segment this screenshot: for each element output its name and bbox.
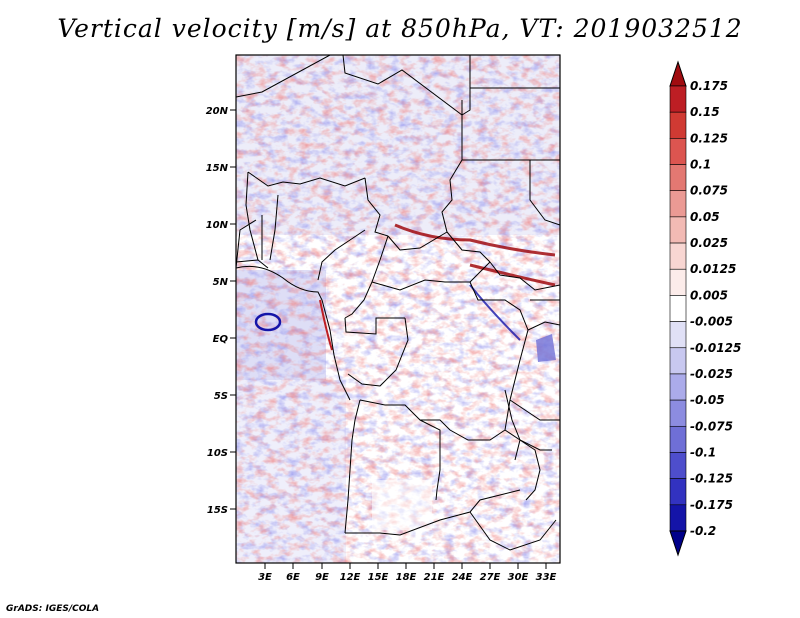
convergence-band-east <box>469 263 556 287</box>
colorbar-segment <box>669 111 687 139</box>
colorbar-segment <box>669 190 687 218</box>
lat-label: 5N <box>213 277 229 288</box>
colorbar-segment <box>669 321 687 349</box>
lon-label: 15E <box>368 572 389 583</box>
map-title: Vertical velocity [m/s] at 850hPa, VT: 2… <box>57 14 743 43</box>
colorbar-level-label: -0.2 <box>690 524 716 538</box>
colorbar-level-label: -0.1 <box>690 445 716 459</box>
colorbar-level-label: 0.175 <box>690 79 728 93</box>
blue-patch-lake <box>536 334 556 362</box>
noise-red-layer <box>236 55 560 563</box>
lon-label: 3E <box>258 572 272 583</box>
colorbar-level-label: 0.05 <box>690 210 720 224</box>
lon-label: 33E <box>536 572 557 583</box>
lon-label: 24E <box>452 572 473 583</box>
map-frame <box>235 54 561 564</box>
colorbar-level-label: 0.005 <box>690 288 728 302</box>
colorbar-segments <box>669 85 687 532</box>
colorbar-level-label: -0.05 <box>690 393 725 407</box>
lat-label: 15S <box>207 505 228 516</box>
colorbar-segment <box>669 478 687 506</box>
footer-credit: GrADS: IGES/COLA <box>6 604 100 614</box>
colorbar-segment <box>669 85 687 113</box>
white-area-south <box>372 480 432 530</box>
colorbar-level-label: 0.0125 <box>690 262 736 276</box>
lat-label: 20N <box>206 106 229 117</box>
colorbar-level-label: -0.075 <box>690 419 733 433</box>
lon-label: 30E <box>508 572 529 583</box>
colorbar-level-label: -0.175 <box>690 498 733 512</box>
country-borders <box>236 55 560 551</box>
colorbar-level-label: -0.0125 <box>690 341 741 355</box>
colorbar-segment <box>669 268 687 296</box>
lon-label: 18E <box>396 572 417 583</box>
colorbar-segment <box>669 216 687 244</box>
colorbar-level-label: -0.125 <box>690 472 733 486</box>
colorbar-segment <box>669 138 687 165</box>
colorbar-level-label: -0.025 <box>690 367 733 381</box>
colorbar-labels: 0.175 0.15 0.125 0.1 0.075 0.05 0.025 0.0125 0.0… <box>690 79 741 538</box>
colorbar-bottom-arrow <box>669 530 687 557</box>
colorbar-segment <box>669 425 687 453</box>
colorbar-segment <box>669 452 687 479</box>
lon-label: 6E <box>286 572 300 583</box>
coastal-red-line <box>319 299 333 351</box>
colorbar-segment <box>669 504 687 532</box>
lon-label: 12E <box>340 572 361 583</box>
lat-label: 15N <box>206 163 229 174</box>
colorbar: 0.175 0.15 0.125 0.1 0.075 0.05 0.025 0.0125 0.0… <box>669 60 741 557</box>
map-field <box>236 55 560 563</box>
colorbar-level-label: 0.125 <box>690 131 728 145</box>
blue-vortex-west <box>254 312 282 332</box>
colorbar-segment <box>669 295 687 322</box>
lat-label: 10N <box>206 220 229 231</box>
lon-label: 21E <box>424 572 445 583</box>
colorbar-level-label: 0.15 <box>690 105 720 119</box>
colorbar-segment <box>669 373 687 401</box>
lat-label: EQ <box>213 334 229 345</box>
lon-label: 9E <box>315 572 329 583</box>
colorbar-level-label: 0.075 <box>690 184 728 198</box>
lat-axis: 20N 15N 10N 5N EQ 5S 10S 15S <box>206 106 236 516</box>
lon-axis: 3E 6E 9E 12E 15E 18E 21E 24E 27E 30E 33E <box>258 563 557 583</box>
colorbar-segment <box>669 399 687 427</box>
lat-label: 10S <box>207 448 228 459</box>
colorbar-top-arrow <box>669 60 687 87</box>
colorbar-segment <box>669 164 687 192</box>
colorbar-segment <box>669 242 687 270</box>
convergence-band-north <box>394 223 556 257</box>
colorbar-level-label: -0.005 <box>690 315 733 329</box>
colorbar-level-label: 0.025 <box>690 236 728 250</box>
colorbar-level-label: 0.1 <box>690 158 711 172</box>
lat-label: 5S <box>214 391 228 402</box>
lon-label: 27E <box>480 572 501 583</box>
colorbar-segment <box>669 347 687 375</box>
